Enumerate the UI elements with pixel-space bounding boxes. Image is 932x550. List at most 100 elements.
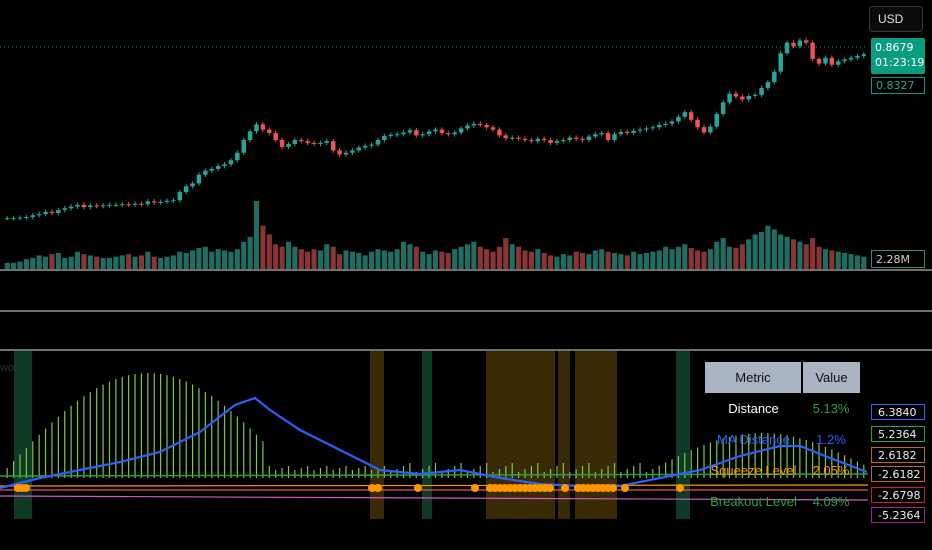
candle-body <box>132 203 138 205</box>
candle-body <box>637 129 643 131</box>
volume-bar <box>81 254 87 269</box>
volume-bar <box>835 251 841 269</box>
negative-level-line <box>0 495 869 501</box>
candle-body <box>727 93 732 103</box>
candle-body <box>439 129 445 134</box>
candle-body <box>663 123 668 125</box>
volume-bar <box>11 262 17 269</box>
candle-body <box>228 160 234 165</box>
candle-body <box>158 201 163 203</box>
volume-bar <box>758 231 765 269</box>
volume-bar <box>771 229 777 269</box>
candle-body <box>669 121 675 124</box>
candle-body <box>446 133 451 135</box>
candle-body <box>337 150 342 155</box>
volume-bar <box>317 250 323 269</box>
candle-body <box>465 125 470 129</box>
volume-bar <box>656 250 662 269</box>
squeeze-dot <box>368 484 376 492</box>
candle-body <box>209 168 214 171</box>
volume-bar <box>420 251 426 269</box>
candle-body <box>388 134 393 136</box>
volume-bar <box>55 252 61 269</box>
volume-bar <box>164 256 170 269</box>
countdown-timer: 01:23:19 <box>875 56 925 69</box>
squeeze-dot <box>22 484 30 492</box>
candle-body <box>733 93 739 97</box>
volume-bar <box>253 201 260 269</box>
candle-body <box>478 123 483 125</box>
candle-body <box>343 152 349 155</box>
candle-body <box>676 116 681 122</box>
candle-body <box>350 150 355 153</box>
candle-body <box>605 133 611 140</box>
volume-bar <box>842 252 848 269</box>
candlestick-series[interactable] <box>4 38 867 221</box>
candle-body <box>36 214 42 216</box>
metric-name: MA Distance <box>717 432 790 447</box>
table-row: Breakout Level 4.09% <box>705 486 860 517</box>
volume-bar <box>62 257 68 269</box>
candle-body <box>644 128 649 130</box>
volume-bar <box>599 249 605 269</box>
volume-bar <box>477 246 483 269</box>
candle-body <box>81 204 87 208</box>
candle-body <box>215 166 221 169</box>
candle-body <box>529 140 534 142</box>
candle-body <box>573 137 579 139</box>
candle-body <box>452 132 457 135</box>
volume-bar <box>592 250 598 269</box>
volume-bar <box>413 246 419 269</box>
candle-body <box>426 131 432 135</box>
candle-body <box>708 126 713 133</box>
volume-bar <box>132 256 138 269</box>
candle-body <box>267 129 272 134</box>
squeeze-dot <box>676 484 684 492</box>
currency-button[interactable]: USD <box>869 6 923 32</box>
volume-bar <box>209 251 215 269</box>
candle-body <box>657 124 662 128</box>
metric-name: Distance <box>728 401 779 416</box>
candle-body <box>829 57 835 65</box>
volume-bar <box>631 251 637 269</box>
candle-body <box>861 54 867 57</box>
volume-bar <box>394 249 400 269</box>
volume-bar <box>106 257 113 269</box>
volume-bar <box>790 239 797 269</box>
candle-body <box>848 57 854 60</box>
volume-bar <box>854 255 860 269</box>
volume-bar <box>266 234 272 269</box>
candle-body <box>746 96 751 100</box>
volume-bar <box>746 239 752 269</box>
candle-body <box>420 134 425 136</box>
volume-bar <box>349 251 355 269</box>
squeeze-level-line <box>0 484 869 487</box>
volume-bar <box>234 249 240 269</box>
volume-label: 2.28M <box>871 250 925 268</box>
candle-body <box>567 137 572 140</box>
volume-bar <box>643 252 650 269</box>
candle-body <box>254 124 259 132</box>
squeeze-dot <box>374 484 382 492</box>
squeeze-dot <box>609 484 617 492</box>
volume-bar <box>452 249 458 269</box>
candle-body <box>375 140 381 145</box>
candle-body <box>139 203 144 205</box>
volume-bar <box>356 252 362 269</box>
candle-body <box>299 140 304 142</box>
indicator-axis-value: 5.2364 <box>871 426 925 442</box>
volume-bar <box>541 252 547 269</box>
candle-body <box>650 127 656 129</box>
candle-body <box>490 127 496 130</box>
candle-body <box>68 206 74 209</box>
level-lines <box>0 473 869 501</box>
volume-bar <box>369 251 375 269</box>
candle-body <box>279 140 285 147</box>
volume-bar <box>522 250 528 269</box>
last-price-value: 0.8679 <box>875 41 914 54</box>
value-header: Value <box>802 362 860 393</box>
volume-bar <box>822 249 829 269</box>
candle-body <box>394 134 400 136</box>
candle-body <box>599 133 604 135</box>
